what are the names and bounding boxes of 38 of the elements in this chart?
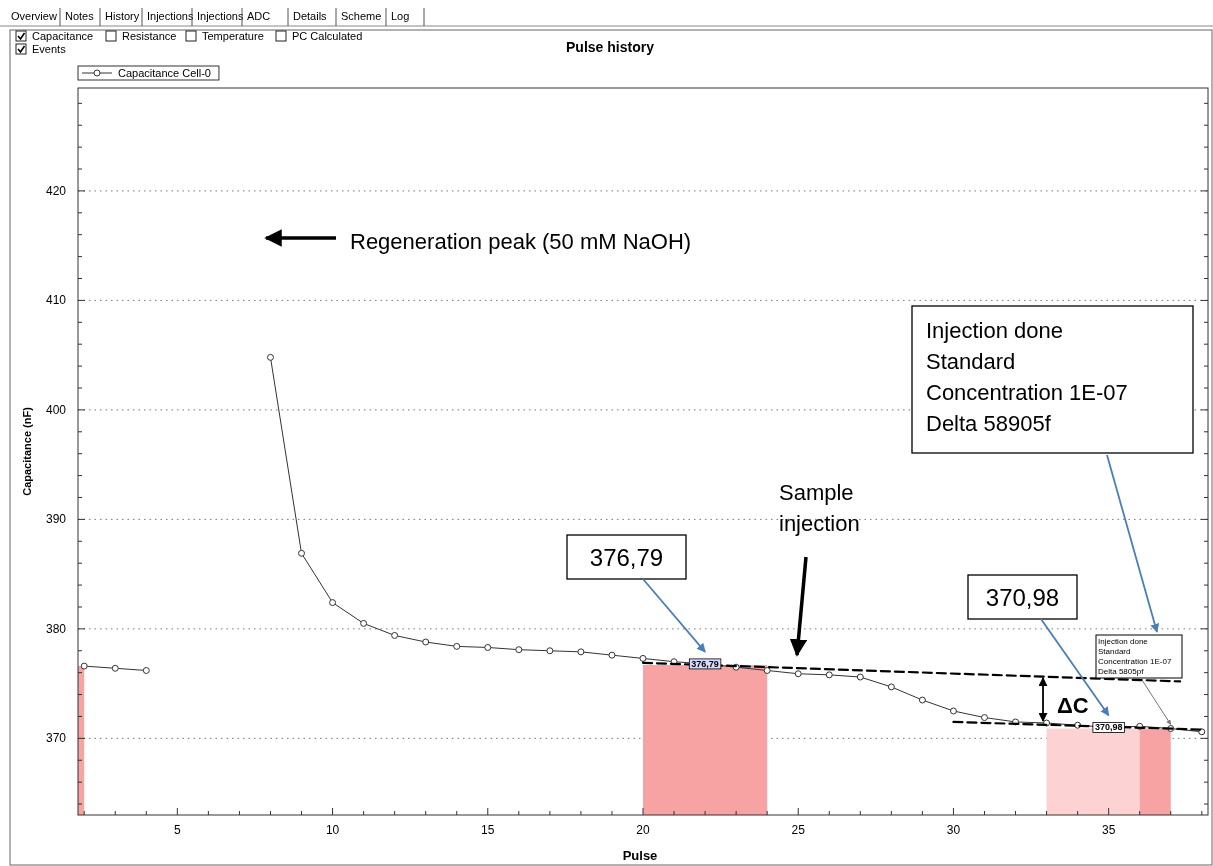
text: Injections [197, 10, 244, 22]
text: Notes [65, 10, 95, 22]
text: Temperature [202, 30, 264, 42]
y-tick-label: 400 [45, 402, 67, 417]
text: Capacitance [32, 30, 94, 42]
text: Injections [147, 10, 194, 22]
chart-title: Pulse history [566, 39, 655, 55]
text: Scheme [341, 10, 382, 22]
y-tick-label: 370 [45, 731, 67, 746]
annotation: 376,79 [589, 544, 664, 571]
text: PC Calculated [292, 30, 363, 42]
text: Log [391, 10, 410, 22]
text: Overview [11, 10, 57, 22]
legend-label: Capacitance Cell-0 [118, 67, 211, 79]
annotation: 370,98 [985, 584, 1060, 611]
x-tick-label: 25 [791, 823, 806, 837]
x-tick-label: 15 [481, 823, 495, 837]
y-axis-title: Capacitance (nF) [21, 406, 33, 496]
text: Resistance [122, 30, 177, 42]
text: History [105, 10, 140, 22]
x-tick-label: 10 [325, 823, 340, 837]
y-tick-label: 380 [45, 621, 67, 636]
y-tick-label: 420 [45, 183, 67, 198]
text: Events [32, 43, 67, 55]
x-tick-label: 5 [174, 823, 181, 837]
annotation: Sample injection [779, 480, 860, 536]
annotation: Injection done Standard Concentration 1E-07 Delta 5805pf [1098, 637, 1172, 676]
y-tick-label: 390 [45, 512, 67, 527]
y-tick-label: 410 [45, 293, 67, 308]
annotation: ΔC [1057, 693, 1089, 718]
x-axis-title: Pulse [622, 848, 658, 863]
text: ADC [247, 10, 271, 22]
x-tick-label: 20 [636, 823, 650, 837]
annotation: Injection done Standard Concentration 1E-07 Delta 58905f [926, 318, 1128, 436]
text: Details [293, 10, 328, 22]
x-tick-label: 30 [946, 823, 961, 837]
x-tick-label: 35 [1101, 823, 1116, 837]
annotation: Regeneration peak (50 mM NaOH) [350, 229, 692, 254]
